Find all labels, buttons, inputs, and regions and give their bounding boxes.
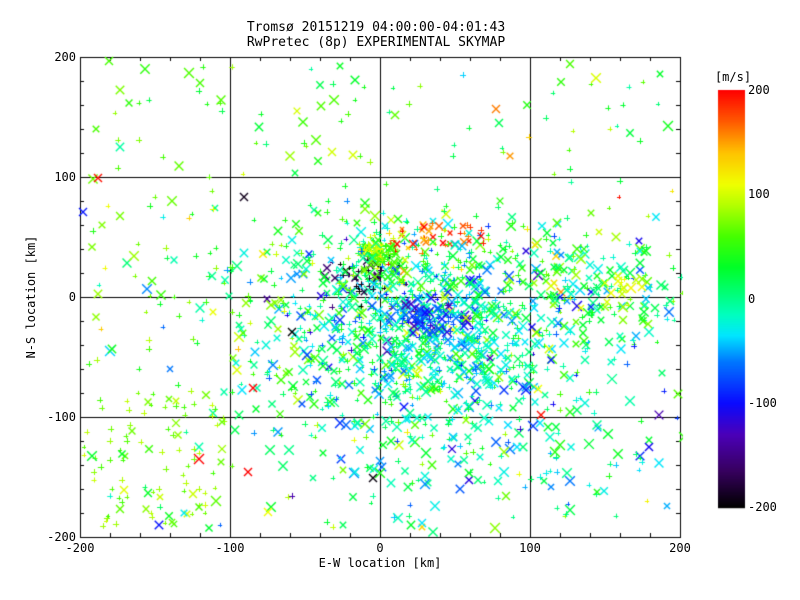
y-tick-label-100: 100 [54,170,76,184]
colorbar-tick-label-100: 100 [748,187,770,202]
y-axis-label: N-S location [km] [24,235,38,359]
y-tick-label--200: -200 [47,530,76,544]
colorbar-unit-label: [m/s] [714,70,752,84]
colorbar-tick-label-200: 200 [748,83,770,97]
x-tick-label-200: 200 [669,541,691,555]
plot-subtitle: RwPretec (8p) EXPERIMENTAL SKYMAP [246,35,506,50]
x-tick-label--100: -100 [215,541,245,555]
colorbar-tick-label--200: -200 [748,500,777,514]
colorbar-tick-label--100: -100 [748,395,777,410]
y-tick-label--100: -100 [47,410,76,424]
y-tick-label-200: 200 [54,50,76,64]
y-tick-label-0: 0 [68,290,76,304]
x-tick-label-0: 0 [376,541,384,555]
x-tick-label--200: -200 [65,541,95,555]
colorbar-tick-label-0: 0 [748,291,756,306]
x-axis-label: E-W location [km] [318,556,442,570]
x-tick-label-100: 100 [519,541,541,555]
plot-title: Tromsø 20151219 04:00:00-04:01:43 [246,20,506,35]
